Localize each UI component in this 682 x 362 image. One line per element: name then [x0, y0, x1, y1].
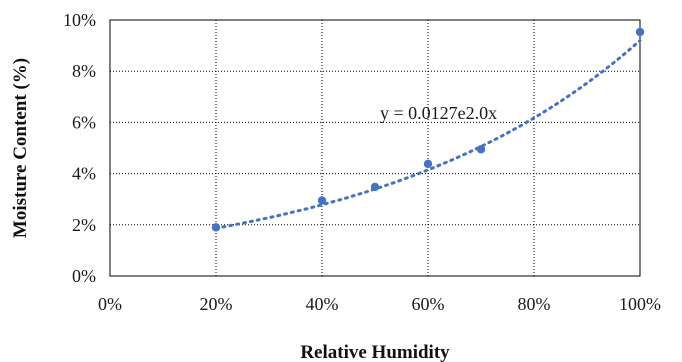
trendline [214, 39, 642, 230]
y-tick-label: 10% [63, 10, 96, 30]
data-points [211, 27, 645, 232]
x-tick-label: 100% [619, 294, 661, 314]
y-tick-label: 8% [72, 61, 96, 81]
x-tick-label: 80% [518, 294, 551, 314]
y-tick-label: 6% [72, 112, 96, 132]
x-tick-label: 40% [306, 294, 339, 314]
data-point [423, 159, 433, 169]
x-tick-labels: 0% 20% 40% 60% 80% 100% [98, 294, 661, 314]
data-point [635, 27, 645, 37]
data-point [370, 182, 380, 192]
y-tick-label: 2% [72, 215, 96, 235]
x-tick-label: 60% [412, 294, 445, 314]
x-tick-label: 0% [98, 294, 122, 314]
x-tick-label: 20% [200, 294, 233, 314]
y-tick-label: 4% [72, 164, 96, 184]
y-tick-labels: 0% 2% 4% 6% 8% 10% [63, 10, 96, 286]
plot-area [109, 19, 641, 277]
y-tick-label: 0% [72, 266, 96, 286]
y-axis-title: Moisture Content (%) [10, 58, 31, 238]
trendline-equation: y = 0.0127e2.0x [380, 103, 497, 123]
data-point [211, 223, 221, 232]
x-axis-title: Relative Humidity [300, 342, 450, 362]
grid-lines [110, 20, 640, 276]
data-point [317, 196, 327, 205]
data-point [476, 145, 486, 154]
